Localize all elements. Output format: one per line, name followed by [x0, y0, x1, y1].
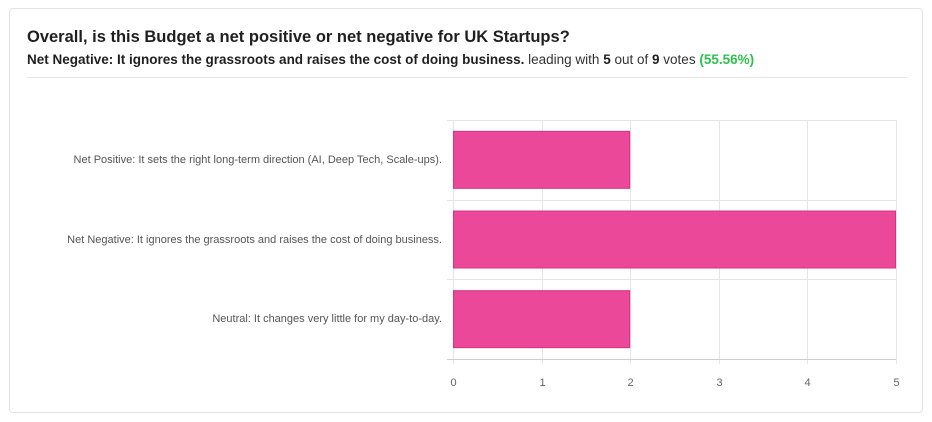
poll-question: Overall, is this Budget a net positive o… [27, 28, 570, 46]
divider [27, 77, 907, 78]
leading-with-text: leading with [528, 52, 600, 67]
leader-percent: (55.56%) [699, 52, 755, 67]
x-tick-label: 5 [893, 377, 899, 389]
x-tick-label: 4 [804, 377, 810, 389]
bar [453, 290, 631, 349]
poll-summary: Net Negative: It ignores the grassroots … [27, 52, 754, 67]
bar [453, 130, 631, 189]
x-tick-label: 1 [539, 377, 545, 389]
category-label: Neutral: It changes very little for my d… [212, 313, 442, 326]
leading-option: Net Negative: It ignores the grassroots … [27, 52, 525, 67]
votes-word: votes [663, 52, 696, 67]
category-label: Net Positive: It sets the right long-ter… [73, 153, 442, 166]
out-of-text: out of [614, 52, 649, 67]
x-tick-label: 2 [627, 377, 633, 389]
total-votes: 9 [652, 52, 660, 67]
leader-votes: 5 [603, 52, 611, 67]
bar [453, 210, 896, 269]
x-tick-label: 0 [450, 377, 456, 389]
x-tick-label: 3 [716, 377, 722, 389]
category-label: Net Negative: It ignores the grassroots … [67, 233, 442, 246]
